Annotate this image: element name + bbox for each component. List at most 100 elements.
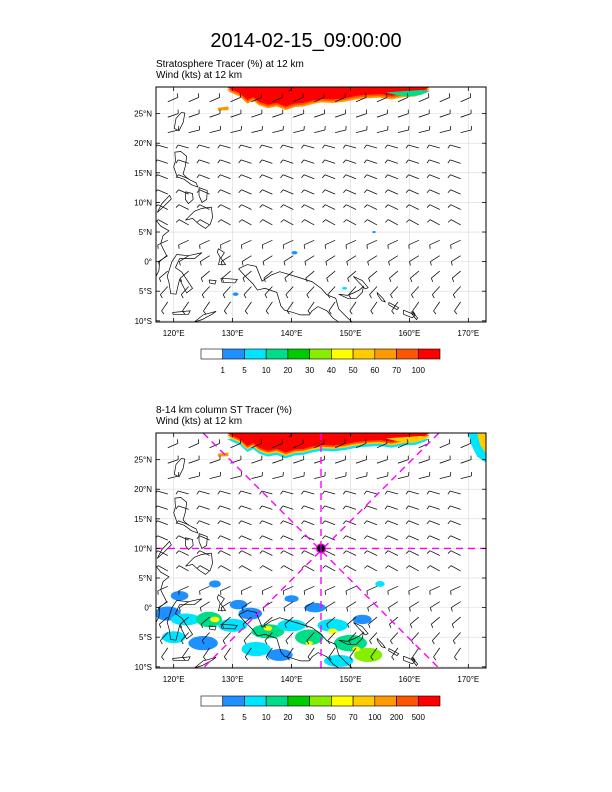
tracer-fill-blob <box>266 649 293 661</box>
wind-barb-feather <box>201 640 205 645</box>
wind-barb-feather <box>238 490 242 495</box>
legend-swatch <box>265 695 289 707</box>
coastline-solomon3 <box>411 657 419 667</box>
coastline-visayas1 <box>185 537 194 551</box>
tracer-fill-blob <box>354 647 383 663</box>
wind-barb-feather <box>280 174 284 179</box>
tracer-fill-streak <box>385 89 431 97</box>
wind-barb <box>262 189 273 195</box>
wind-barb-feather <box>426 144 430 149</box>
wind-barb-feather <box>328 656 332 661</box>
lat-label: 0° <box>144 258 152 267</box>
tracer-fill-blob <box>238 607 263 620</box>
wind-barb <box>303 174 315 180</box>
wind-barb-feather <box>447 219 452 223</box>
wind-barb-feather <box>384 550 389 554</box>
wind-barb-feather <box>349 656 353 661</box>
wind-barb-feather <box>196 490 200 495</box>
lon-label: 140°E <box>281 675 303 684</box>
wind-barb <box>454 301 461 312</box>
wind-barb <box>346 565 357 572</box>
wind-barb <box>220 535 231 541</box>
wind-barb <box>408 204 419 210</box>
wind-barb <box>262 219 273 226</box>
wind-barb <box>355 96 367 103</box>
wind-barb <box>389 616 399 625</box>
wind-barb <box>157 585 168 592</box>
wind-barb <box>167 442 178 449</box>
wind-barb <box>209 96 220 103</box>
wind-barb-feather <box>238 219 243 223</box>
coastline-seram <box>220 623 238 630</box>
wind-barb-feather <box>156 219 159 223</box>
wind-barb <box>203 647 210 658</box>
wind-barb <box>243 286 252 295</box>
wind-barb <box>387 535 399 541</box>
wind-barb-feather <box>196 535 200 539</box>
wind-barb-feather <box>179 623 183 628</box>
coastline-taiwan <box>173 458 186 478</box>
wind-barb <box>460 442 471 449</box>
wind-barb <box>451 601 461 608</box>
wind-barb <box>209 475 221 479</box>
wind-barb <box>387 159 399 164</box>
tracer-fill-patch <box>217 106 229 111</box>
wind-barb-feather <box>301 159 305 164</box>
wind-barb <box>346 550 357 556</box>
wind-barb <box>293 113 304 118</box>
coastline-solomon2 <box>403 655 416 665</box>
wind-barb <box>262 565 273 572</box>
wind-barb <box>219 144 231 149</box>
wind-barb <box>167 459 179 464</box>
wind-barb-feather <box>301 550 305 554</box>
lon-label: 120°E <box>163 675 185 684</box>
wind-barb <box>262 535 273 541</box>
wind-barb <box>307 301 315 312</box>
wind-barb <box>220 565 231 572</box>
lon-label: 120°E <box>163 329 185 338</box>
wind-barb-feather <box>220 607 223 612</box>
wind-barb <box>199 535 210 541</box>
wind-barb-feather <box>342 144 346 149</box>
wind-barb <box>408 189 419 195</box>
tracer-fill-north <box>226 87 431 107</box>
wind-barb <box>178 565 189 572</box>
wind-barb-feather <box>196 204 201 208</box>
wind-barb-feather <box>342 159 346 164</box>
wind-barb <box>241 550 252 556</box>
wind-barb <box>272 113 283 118</box>
wind-barb-feather <box>409 607 411 612</box>
lat-label: 10°S <box>135 663 152 672</box>
wind-barb <box>241 520 252 526</box>
wind-barb-feather <box>304 607 307 612</box>
coastline-solomon3 <box>411 311 419 321</box>
wind-barb <box>199 204 210 210</box>
legend-label: 100 <box>412 366 426 375</box>
wind-barb-feather <box>430 623 434 628</box>
wind-barb-feather <box>242 623 245 628</box>
legend-label: 5 <box>242 713 247 722</box>
wind-barb <box>439 129 451 133</box>
wind-barb <box>261 159 273 164</box>
legend-swatch <box>331 695 354 707</box>
wind-barb-feather <box>259 144 263 149</box>
wind-barb <box>346 255 357 262</box>
wind-barb-feather <box>203 310 207 315</box>
wind-barb <box>284 270 294 279</box>
wind-barb <box>410 270 420 279</box>
wind-barb <box>179 255 189 262</box>
wind-barb-feather <box>426 159 430 164</box>
wind-barb-feather <box>238 565 243 569</box>
wind-barb-feather <box>259 535 263 539</box>
wind-barb-feather <box>431 294 435 299</box>
wind-barb <box>178 204 189 210</box>
wind-barb-feather <box>385 565 389 569</box>
wind-barb-feather <box>301 565 305 569</box>
wind-barb <box>282 159 294 164</box>
coastline-taiwan <box>173 112 186 132</box>
wind-barb <box>293 459 304 464</box>
wind-barb-feather <box>265 656 269 661</box>
wind-barb-feather <box>451 277 455 282</box>
wind-barb <box>314 113 325 118</box>
wind-barb-feather <box>259 550 263 554</box>
